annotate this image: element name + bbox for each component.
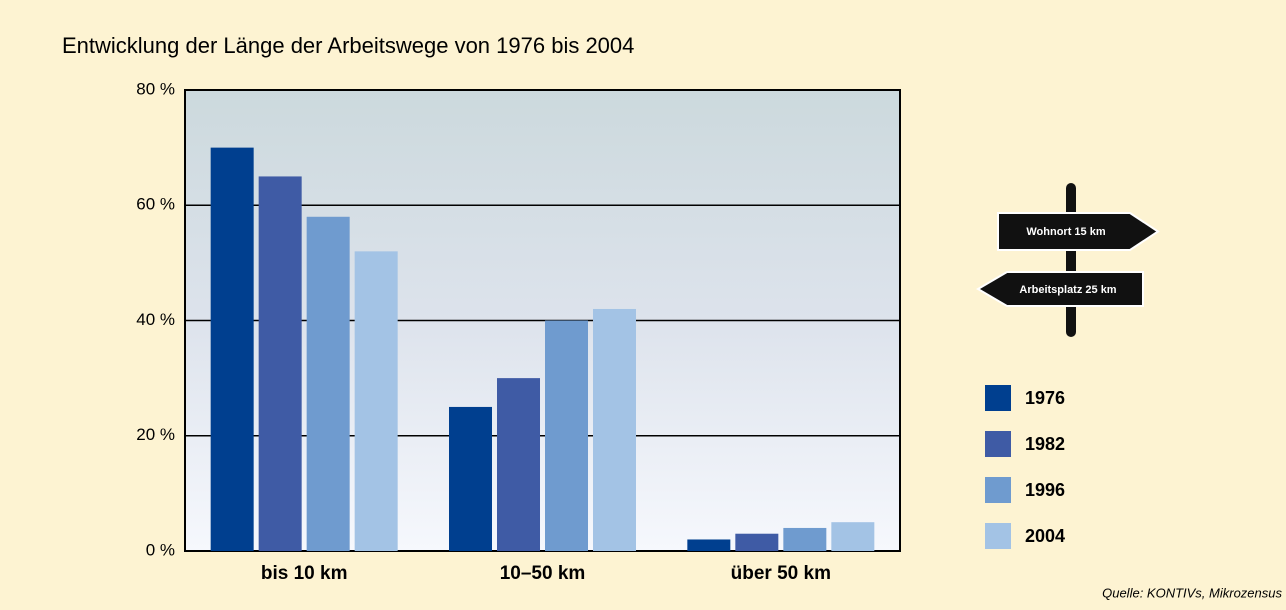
bar [210, 147, 254, 551]
bar [258, 176, 302, 551]
chart-title: Entwicklung der Länge der Arbeitswege vo… [62, 33, 634, 58]
legend-swatch [985, 477, 1011, 503]
legend-label: 1982 [1025, 434, 1065, 454]
source: Quelle: KONTIVs, Mikrozensus [1102, 585, 1282, 600]
bar [687, 539, 731, 551]
bar [449, 406, 492, 551]
legend-label: 1996 [1025, 480, 1065, 500]
sign-pole [1066, 183, 1076, 337]
plot-frame [184, 89, 901, 552]
sign-label: Arbeitsplatz 25 km [1019, 284, 1116, 296]
y-tick-label: 60 % [136, 195, 175, 214]
legend-swatch [985, 431, 1011, 457]
bar [783, 527, 827, 551]
y-tick-label: 80 % [136, 79, 175, 98]
x-tick-label: über 50 km [731, 563, 831, 584]
bar [593, 308, 636, 551]
sign-right [997, 212, 1160, 251]
legend-swatch [985, 523, 1011, 549]
signpost: Wohnort 15 km Arbeitsplatz 25 km [976, 183, 1160, 337]
x-tick-label: bis 10 km [261, 563, 348, 584]
sign-left [976, 271, 1144, 307]
legend-label: 2004 [1025, 526, 1065, 546]
bar [306, 216, 350, 551]
y-tick-label: 40 % [136, 310, 175, 329]
legend-swatch [985, 385, 1011, 411]
y-tick-label: 0 % [146, 540, 175, 559]
bar [735, 533, 779, 551]
y-tick-label: 20 % [136, 425, 175, 444]
legend-label: 1976 [1025, 388, 1065, 408]
bar [497, 378, 540, 551]
bar [831, 522, 875, 551]
sign-label: Wohnort 15 km [1026, 226, 1105, 238]
x-tick-label: 10–50 km [500, 563, 586, 584]
bar [545, 320, 588, 551]
bar [354, 251, 398, 551]
